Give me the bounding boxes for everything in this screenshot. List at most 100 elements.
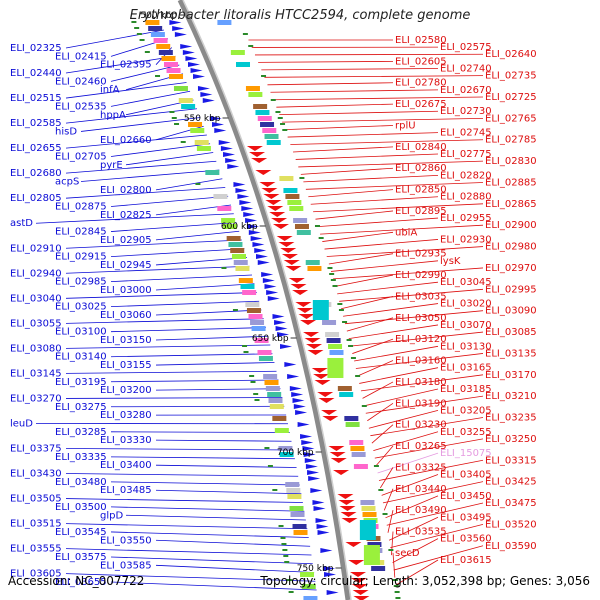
gene-arrow-plus	[340, 512, 357, 517]
gene-label-line	[368, 410, 439, 429]
gene-label-left: ELI_03605	[10, 569, 62, 580]
gene-label-line	[155, 309, 262, 316]
gene-label-line	[155, 464, 297, 468]
feature-mark	[280, 537, 286, 539]
feature-block	[339, 392, 354, 397]
gene-label-right: ELI_03265	[395, 441, 447, 452]
gene-label-right: ELI_03250	[485, 434, 537, 445]
feature-mark	[350, 357, 356, 359]
gene-label-line	[344, 310, 484, 325]
gene-label-right: ELI_02860	[395, 163, 447, 174]
feature-mark	[284, 561, 290, 563]
gene-arrow-minus	[274, 320, 287, 325]
gene-label-left: ELI_03200	[100, 385, 152, 396]
gene-arrow-minus	[169, 20, 182, 25]
gene-arrow-minus	[223, 152, 236, 157]
feature-block	[253, 104, 268, 109]
feature-block	[217, 206, 232, 211]
feature-mark	[243, 351, 249, 353]
gene-label-right: lysK	[440, 256, 461, 267]
gene-arrow-minus	[295, 410, 308, 415]
right-label-lines	[248, 39, 484, 586]
gene-label-left: ELI_02805	[10, 193, 62, 204]
gene-label-left: ELI_02325	[10, 43, 62, 54]
gene-label-left: ELI_02460	[55, 76, 107, 87]
gene-label-right: ELI_03235	[485, 413, 537, 424]
feature-block	[267, 392, 282, 397]
feature-block	[283, 188, 298, 193]
gene-label-right: ELI_03590	[485, 541, 537, 552]
gene-label-line	[110, 274, 253, 283]
feature-mark	[242, 345, 248, 347]
gene-label-line	[110, 90, 191, 107]
gene-arrow-plus	[341, 518, 358, 523]
gene-arrow-plus	[251, 158, 268, 163]
gene-label-line	[110, 64, 180, 82]
gene-label-line	[155, 283, 255, 291]
gene-arrow-minus	[277, 332, 290, 337]
gene-label-line	[388, 516, 439, 541]
gene-label-right: ELI_02785	[485, 135, 537, 146]
feature-mark	[299, 177, 305, 179]
gene-arrow-minus	[241, 206, 254, 211]
gene-arrow-minus	[307, 470, 320, 475]
feature-mark	[248, 45, 254, 47]
gene-arrow-minus	[313, 506, 326, 511]
gene-arrow-plus	[259, 182, 276, 187]
gene-label-line	[155, 178, 223, 191]
gene-arrow-minus	[287, 374, 300, 379]
gene-label-right: ELI_03535	[395, 527, 447, 538]
gene-label-line	[305, 182, 484, 190]
feature-block	[303, 596, 318, 600]
gene-label-right: ELI_03560	[440, 534, 492, 545]
scale-tick-label: 600 kbp	[221, 222, 258, 232]
gene-label-right: ELI_03475	[485, 498, 537, 509]
gene-label-right: ELI_02895	[395, 206, 447, 217]
gene-arrow-plus	[338, 500, 355, 505]
gene-arrow-minus	[180, 44, 193, 49]
gene-arrow-minus	[326, 590, 339, 595]
gene-label-line	[65, 548, 312, 556]
gene-arrow-plus	[317, 392, 334, 397]
gene-label-left: ELI_03155	[100, 360, 152, 371]
gene-label-right: ELI_03160	[395, 356, 447, 367]
gene-label-right: ELI_02765	[485, 113, 537, 124]
gene-label-left: ELI_02705	[55, 151, 107, 162]
gene-arrow-plus	[328, 446, 345, 451]
feature-block	[153, 38, 168, 43]
feature-mark	[327, 267, 333, 269]
gene-label-left: ELI_03330	[100, 435, 152, 446]
gene-label-right: ELI_02730	[440, 106, 492, 117]
gene-arrow-minus	[303, 452, 316, 457]
gene-label-left: ELI_03550	[100, 535, 152, 546]
feature-block	[248, 92, 263, 97]
gene-label-right: ELI_02735	[485, 71, 537, 82]
gene-label-line	[155, 489, 302, 495]
gene-label-line	[65, 55, 176, 74]
gene-arrow-plus	[348, 560, 365, 565]
gene-label-line	[375, 445, 394, 466]
gene-label-right: ELI_03045	[440, 277, 492, 288]
gene-arrow-plus	[246, 146, 263, 151]
feature-block	[145, 20, 160, 25]
gene-label-right: ELI_03205	[440, 405, 492, 416]
gene-label-left: acpS	[55, 177, 79, 188]
gene-label-line	[295, 153, 439, 160]
gene-label-line	[348, 324, 439, 340]
feature-mark	[282, 129, 288, 131]
gene-label-right: rplU	[395, 120, 416, 131]
gene-label-right: ubiA	[395, 227, 417, 238]
gene-label-left: ELI_03485	[100, 485, 152, 496]
feature-mark	[392, 579, 398, 581]
gene-label-right: ELI_03180	[395, 377, 447, 388]
gene-label-left: ELI_02440	[10, 68, 62, 79]
gene-label-left: glpD	[100, 510, 123, 521]
gene-arrow-minus	[225, 158, 238, 163]
feature-block	[178, 98, 193, 103]
scale-tick-label: 500 kbp	[140, 11, 177, 21]
gene-label-left: ELI_03040	[10, 293, 62, 304]
gene-arrow-plus	[337, 494, 354, 499]
gene-label-line	[110, 431, 290, 433]
gene-label-line	[125, 514, 306, 521]
gene-label-line	[330, 260, 439, 272]
